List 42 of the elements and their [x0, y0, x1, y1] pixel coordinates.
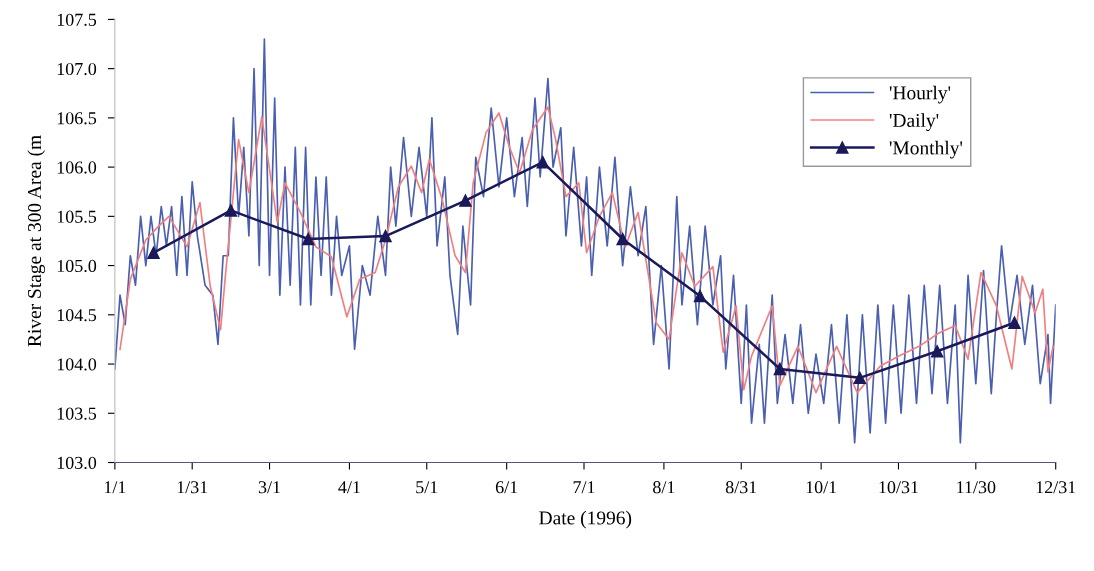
x-tick-label: 7/1 — [573, 481, 595, 494]
point — [616, 232, 629, 246]
y-tick-label: 104.5 — [57, 309, 97, 322]
point — [379, 229, 392, 243]
x-tick-label: 6/1 — [495, 481, 518, 494]
point — [773, 362, 787, 376]
x-tick-label: 10/31 — [879, 481, 918, 494]
x-tick-label: 11/30 — [957, 481, 996, 494]
point — [536, 155, 550, 169]
y-tick-label: 106.0 — [57, 161, 97, 174]
point — [693, 289, 707, 303]
y-tick-label: 106.5 — [57, 112, 97, 125]
point — [853, 371, 867, 385]
y-tick-label: 107.0 — [57, 62, 97, 76]
y-tick-label: 104.0 — [57, 358, 97, 371]
point — [930, 344, 944, 358]
legend-label: 'Daily' — [889, 113, 939, 131]
x-tick-label: 8/1 — [653, 481, 675, 494]
y-tick-label: 107.5 — [57, 13, 97, 26]
line-series — [119, 106, 1054, 394]
point — [301, 232, 315, 246]
point — [459, 194, 472, 207]
x-tick-label: 4/1 — [338, 481, 360, 494]
x-axis-title: Date (1996) — [539, 510, 632, 529]
y-tick-label: 105.5 — [57, 210, 97, 223]
legend-label: 'Monthly' — [889, 140, 963, 159]
y-axis-title: River Stage at 300 Area (m — [27, 135, 46, 347]
legend-label: 'Hourly' — [889, 85, 951, 104]
x-tick-label: 3/1 — [258, 481, 280, 494]
y-tick-label: 103.5 — [57, 407, 97, 420]
point — [1008, 316, 1021, 329]
line-series — [114, 38, 1056, 444]
x-tick-label: 1/31 — [177, 481, 208, 494]
y-tick-label: 105.0 — [57, 259, 97, 273]
x-tick-label: 12/31 — [1036, 481, 1076, 494]
x-tick-label: 5/1 — [416, 481, 438, 494]
x-tick-label: 10/1 — [806, 481, 837, 494]
x-tick-label: 1/1 — [104, 481, 126, 494]
point — [147, 246, 160, 260]
point — [224, 204, 238, 217]
x-tick-label: 8/31 — [725, 481, 757, 494]
y-tick-label: 103.0 — [57, 456, 97, 470]
